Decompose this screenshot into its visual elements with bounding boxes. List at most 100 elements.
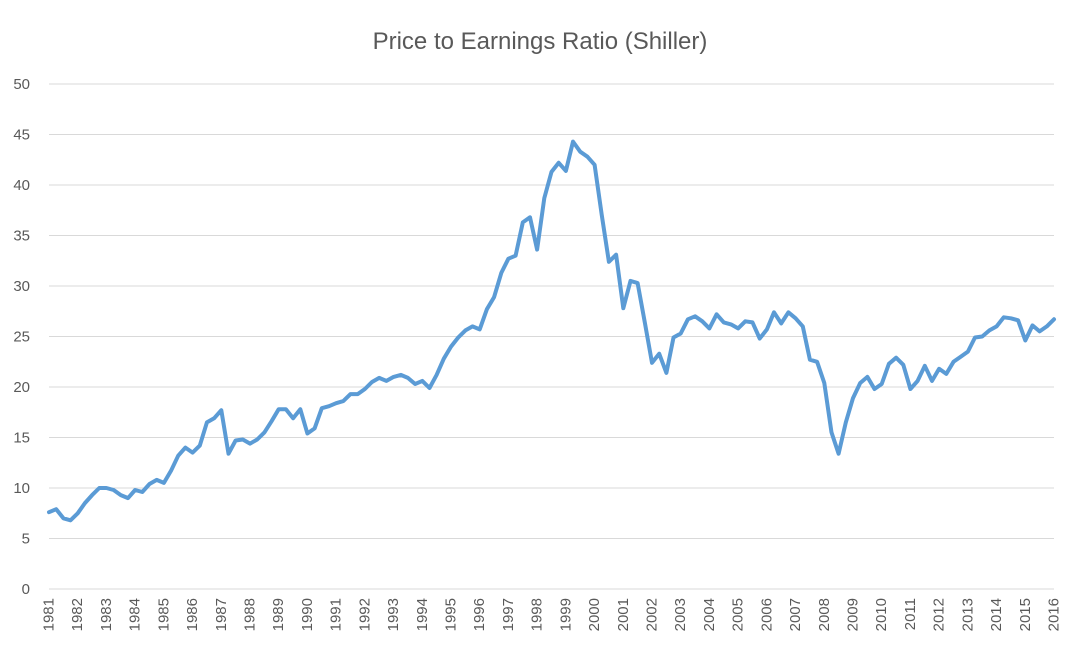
data-point (916, 379, 920, 383)
x-tick-label: 1981 (41, 598, 58, 631)
data-point (69, 518, 72, 522)
data-point (650, 361, 654, 365)
data-point (1016, 318, 1020, 322)
data-point (313, 426, 317, 430)
y-tick-label: 45 (13, 127, 30, 144)
x-tick-label: 1988 (242, 598, 259, 631)
data-point (248, 442, 252, 446)
data-point (722, 320, 726, 324)
data-point (636, 281, 640, 285)
data-point (198, 444, 202, 448)
data-point (327, 404, 331, 408)
data-point (557, 161, 561, 165)
data-point (506, 257, 510, 261)
data-point (162, 481, 166, 485)
data-point (837, 452, 841, 456)
data-point (428, 386, 431, 390)
data-point (959, 355, 963, 359)
data-point (765, 327, 769, 331)
data-point (61, 516, 65, 520)
data-point (54, 507, 58, 511)
x-tick-label: 1985 (155, 598, 172, 631)
data-point (320, 406, 324, 410)
x-tick-label: 1990 (299, 598, 316, 631)
data-point (1038, 329, 1042, 333)
data-point (629, 279, 632, 283)
data-point (119, 493, 123, 497)
data-point (535, 248, 539, 252)
data-point (183, 446, 187, 450)
data-point (550, 170, 553, 174)
data-point (815, 360, 819, 364)
data-point (786, 310, 790, 314)
data-point (930, 379, 934, 383)
data-point (614, 253, 618, 257)
series-line-0 (47, 139, 1056, 523)
x-tick-label: 2013 (959, 598, 976, 631)
data-point (126, 496, 130, 500)
data-point (514, 254, 518, 258)
data-point (255, 438, 259, 441)
data-point (844, 420, 848, 424)
x-tick-label: 1992 (356, 598, 373, 631)
data-point (384, 379, 388, 383)
x-tick-label: 1994 (414, 598, 431, 631)
data-point (830, 430, 833, 434)
data-point (729, 322, 733, 326)
data-point (822, 381, 826, 385)
data-point (241, 438, 245, 441)
x-tick-label: 2009 (845, 598, 862, 631)
data-point (140, 490, 144, 494)
grid-lines (49, 83, 1054, 590)
y-tick-label: 15 (13, 430, 30, 447)
data-point (133, 488, 137, 492)
data-point (471, 324, 474, 328)
data-point (801, 324, 805, 328)
data-point (944, 372, 948, 376)
data-point (212, 416, 216, 420)
data-point (908, 387, 912, 391)
x-axis-tick-labels: 1981 1982 1983 1984 1985 1986 1987 1988 1989 1990… (41, 598, 1063, 631)
data-point (643, 320, 647, 324)
data-point (97, 486, 101, 490)
data-point (923, 364, 927, 368)
data-point (966, 350, 970, 354)
data-point (1052, 317, 1056, 321)
y-tick-label: 35 (13, 228, 30, 245)
data-point (377, 376, 381, 380)
x-tick-label: 1984 (127, 598, 144, 631)
y-tick-label: 0 (22, 581, 30, 598)
data-point (148, 482, 151, 486)
x-tick-label: 1995 (443, 598, 460, 631)
x-tick-label: 2005 (730, 598, 747, 631)
x-tick-label: 1989 (270, 598, 287, 631)
x-tick-label: 2006 (758, 598, 775, 631)
data-point (758, 337, 762, 340)
data-point (542, 196, 546, 200)
data-point (686, 317, 690, 321)
x-tick-label: 2012 (931, 598, 948, 631)
data-point (262, 430, 266, 434)
data-point (334, 401, 338, 405)
data-point (664, 371, 668, 375)
data-point (521, 220, 525, 224)
y-tick-label: 50 (13, 76, 30, 93)
data-point (873, 387, 876, 391)
data-point (578, 150, 582, 154)
x-tick-label: 1983 (98, 598, 115, 631)
x-tick-label: 1998 (529, 598, 546, 631)
data-point (880, 382, 884, 386)
data-point (715, 312, 719, 316)
data-point (995, 324, 999, 328)
x-tick-label: 2014 (988, 598, 1005, 631)
series-layer (47, 139, 1056, 523)
data-point (205, 420, 209, 424)
data-point (751, 320, 754, 324)
data-point (191, 451, 195, 455)
x-tick-label: 2002 (644, 598, 661, 631)
data-point (270, 419, 273, 423)
data-point (291, 416, 295, 420)
data-point (499, 271, 503, 275)
